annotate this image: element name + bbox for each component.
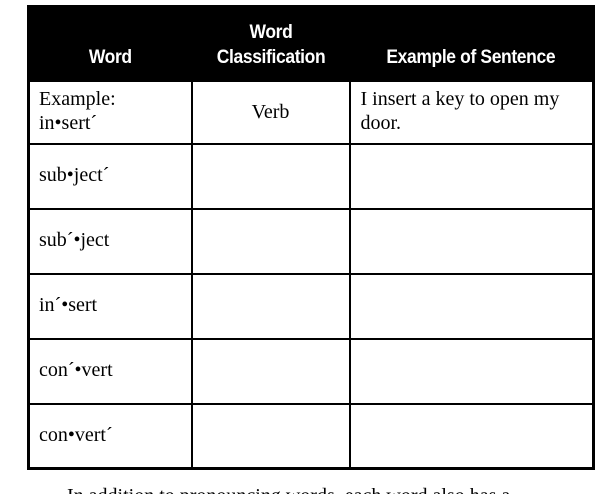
table-row: in´•sert [27, 272, 595, 340]
classification-cell [190, 402, 351, 470]
header-word-label: Word [88, 46, 132, 68]
word-cell: Example: in•sert´ [27, 79, 193, 145]
pronunciation-table: Word Word Classification Example of Sent… [27, 5, 595, 470]
sentence-cell [348, 272, 595, 340]
classification-cell: Verb [190, 79, 351, 145]
classification-cell [190, 207, 351, 275]
sentence-cell [348, 337, 595, 405]
table-row: con•vert´ [27, 402, 595, 470]
word-cell: sub•ject´ [27, 142, 193, 210]
header-cell-classification: Word Classification [190, 5, 351, 82]
sentence-cell: I insert a key to open my door. [348, 79, 595, 145]
table-row: sub•ject´ [27, 142, 595, 210]
word-cell: sub´•ject [27, 207, 193, 275]
table-row: con´•vert [27, 337, 595, 405]
header-classification-label: Word Classification [216, 22, 325, 68]
header-sentence-label: Example of Sentence [386, 46, 556, 68]
table-header-row: Word Word Classification Example of Sent… [27, 5, 595, 82]
sentence-cell [348, 402, 595, 470]
sentence-cell [348, 207, 595, 275]
classification-cell [190, 272, 351, 340]
table-row: sub´•ject [27, 207, 595, 275]
word-cell: con•vert´ [27, 402, 193, 470]
word-cell: con´•vert [27, 337, 193, 405]
header-cell-sentence: Example of Sentence [348, 5, 595, 82]
classification-cell [190, 337, 351, 405]
classification-cell [190, 142, 351, 210]
sentence-cell [348, 142, 595, 210]
clipped-paragraph: In addition to pronouncing words, each w… [27, 485, 595, 494]
word-cell: in´•sert [27, 272, 193, 340]
table-row-example: Example: in•sert´ Verb I insert a key to… [27, 79, 595, 145]
header-cell-word: Word [27, 5, 193, 82]
